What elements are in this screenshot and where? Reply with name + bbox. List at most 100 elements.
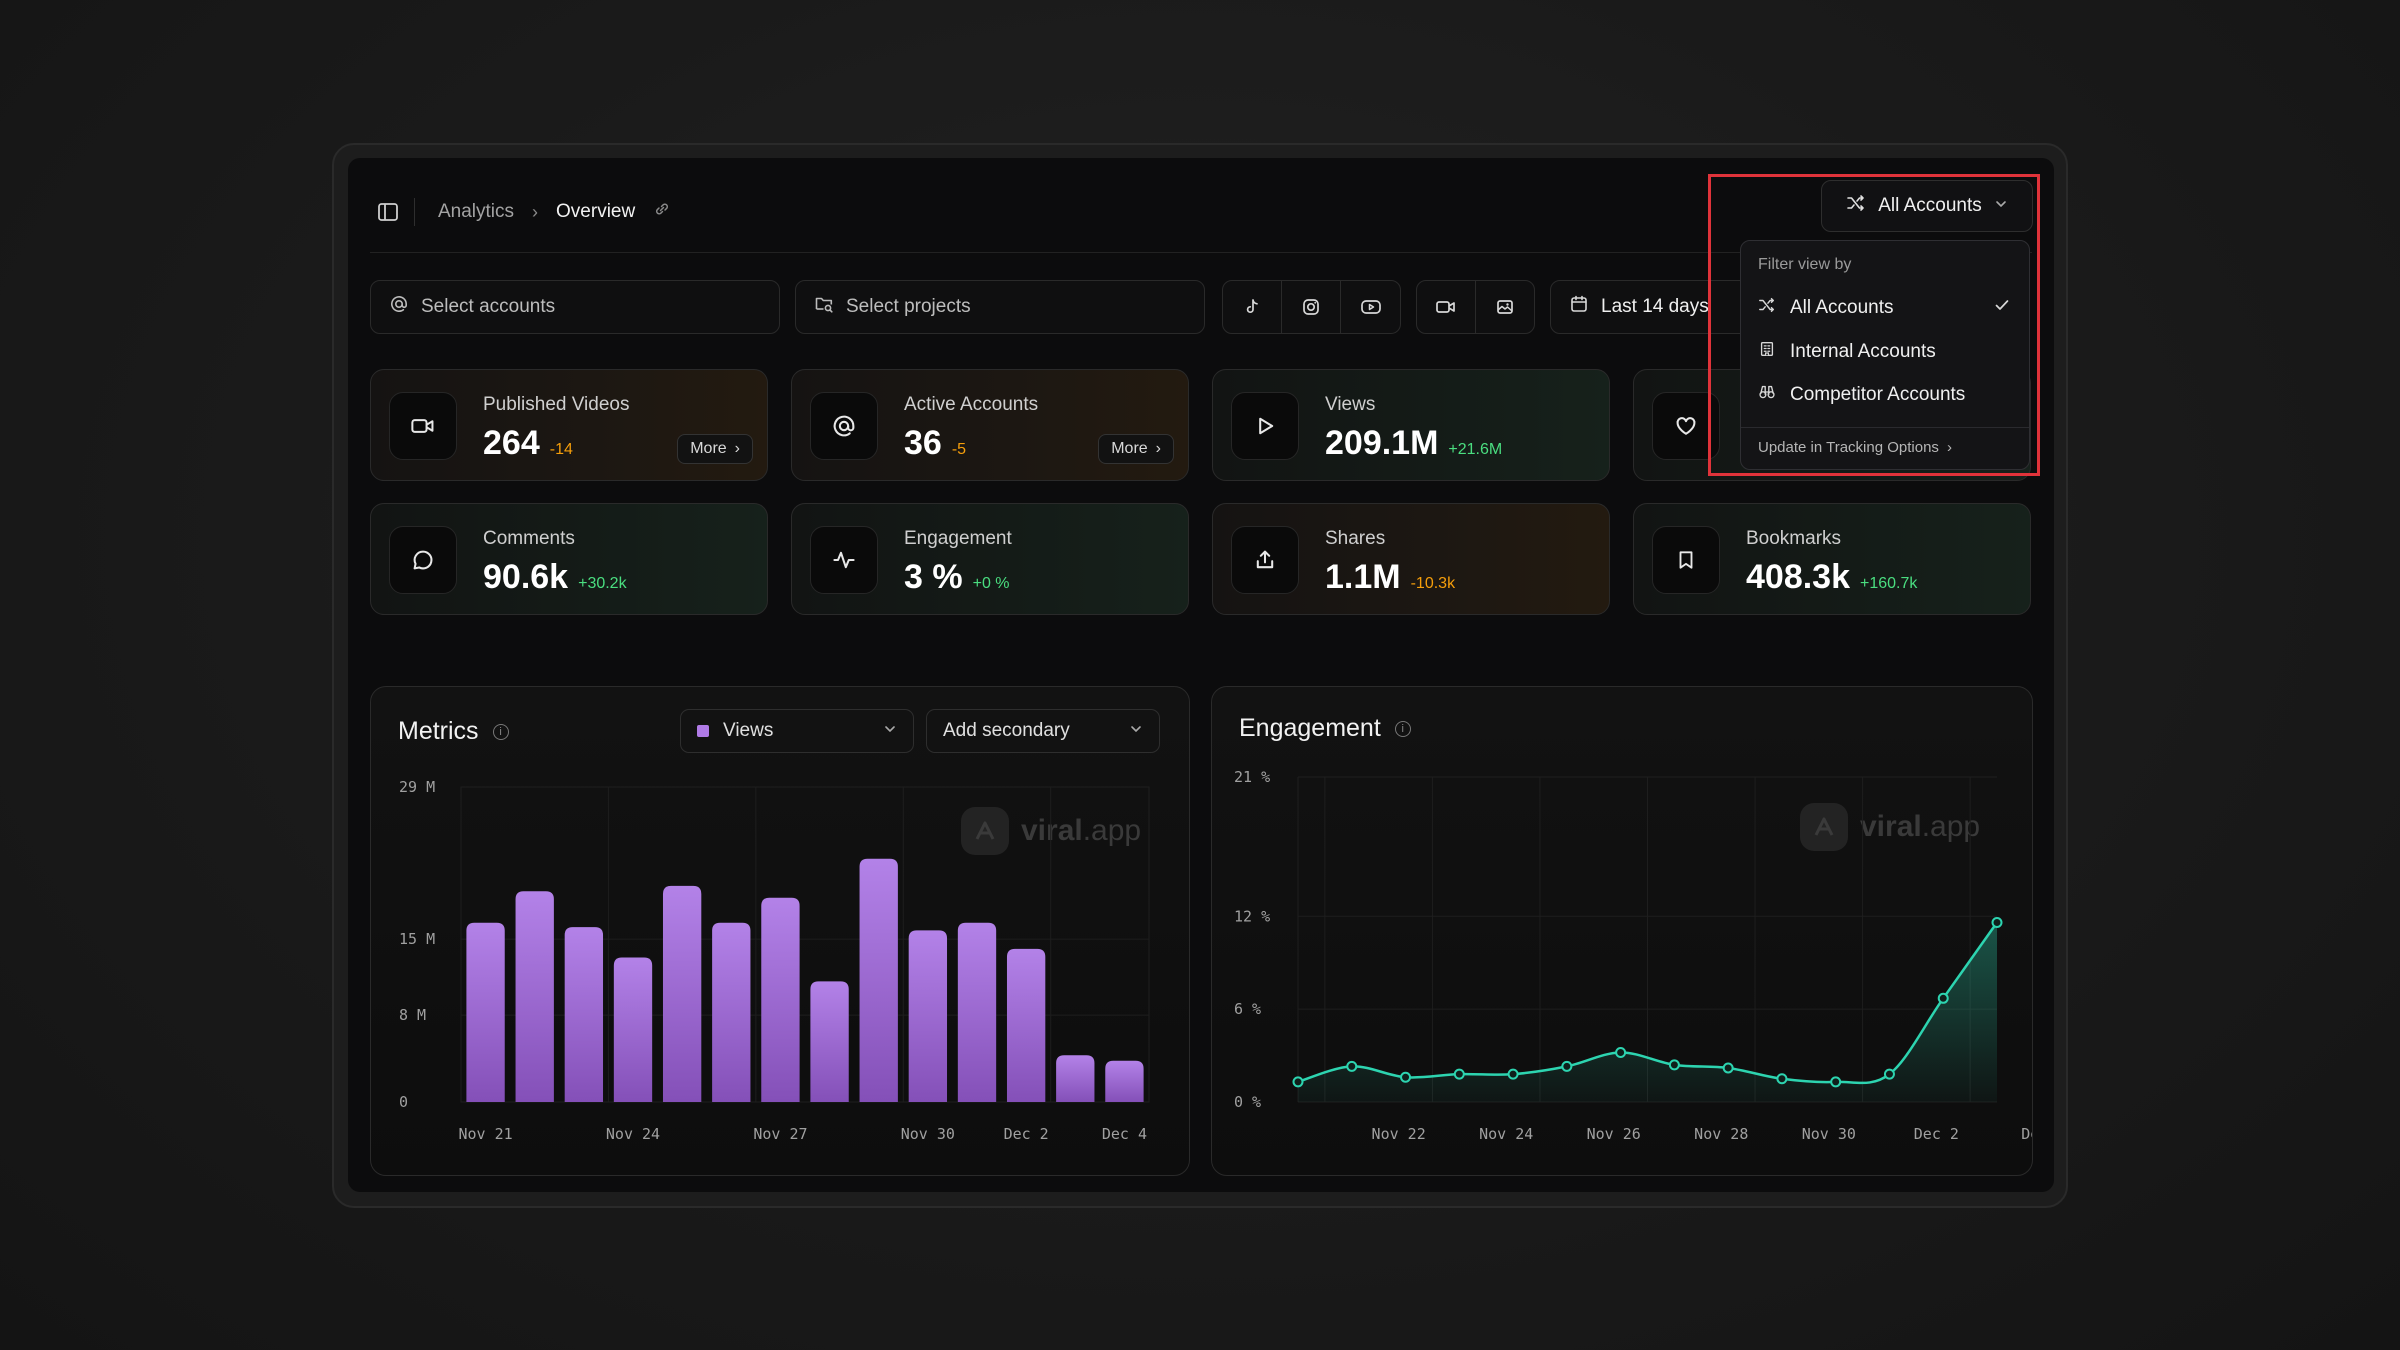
- instagram-icon[interactable]: [1282, 281, 1341, 333]
- calendar-icon: [1569, 294, 1589, 320]
- x-tick-label: Dec 2: [1914, 1125, 1959, 1143]
- stat-label: Engagement: [904, 528, 1012, 549]
- x-tick-label: Dec 2: [1004, 1125, 1049, 1143]
- y-tick-label: 8 M: [399, 1006, 426, 1024]
- engagement-title-row: Engagement i: [1239, 714, 1411, 743]
- secondary-metric-label: Add secondary: [943, 720, 1070, 741]
- accounts-filter-label: All Accounts: [1878, 195, 1982, 216]
- data-point: [1615, 1046, 1627, 1058]
- series-color-swatch: [697, 725, 709, 737]
- metrics-panel: Metrics i Views Add secondary viral.app …: [370, 686, 1190, 1176]
- bar: [908, 930, 948, 1102]
- bar: [662, 885, 702, 1102]
- secondary-metric-select[interactable]: Add secondary: [926, 709, 1160, 753]
- content-type-filter: [1416, 280, 1535, 334]
- shuffle-icon: [1758, 296, 1776, 320]
- stat-label: Views: [1325, 394, 1376, 415]
- info-icon[interactable]: i: [1394, 720, 1411, 737]
- y-tick-label: 0 %: [1234, 1093, 1261, 1111]
- more-button[interactable]: More ›: [677, 434, 753, 464]
- bar: [1006, 948, 1046, 1102]
- menu-item-all-accounts[interactable]: All Accounts: [1741, 288, 2029, 328]
- watermark-bold: viral: [1860, 810, 1922, 843]
- select-projects-input[interactable]: Select projects: [795, 280, 1205, 334]
- date-range-select[interactable]: Last 14 days: [1550, 280, 1750, 334]
- watermark-light: .app: [1082, 814, 1142, 847]
- stat-value: 209.1M: [1325, 424, 1439, 462]
- comment-icon: [389, 526, 457, 594]
- activity-icon: [810, 526, 878, 594]
- stat-card-bookmarks: Bookmarks 408.3k +160.7k: [1633, 503, 2031, 615]
- primary-metric-select[interactable]: Views: [680, 709, 914, 753]
- bar: [761, 897, 800, 1102]
- platform-filter: [1222, 280, 1401, 334]
- images-icon[interactable]: [1476, 281, 1535, 333]
- stat-label: Bookmarks: [1746, 528, 1842, 549]
- breadcrumb: Analytics › Overview: [438, 200, 671, 224]
- data-point: [1776, 1073, 1788, 1085]
- menu-divider: [1741, 427, 2029, 428]
- breadcrumb-analytics[interactable]: Analytics: [438, 201, 515, 222]
- info-icon[interactable]: i: [492, 723, 509, 740]
- youtube-icon[interactable]: [1341, 281, 1400, 333]
- y-tick-label: 12 %: [1234, 907, 1270, 925]
- stat-value: 3 %: [904, 558, 963, 596]
- bookmark-icon: [1652, 526, 1720, 594]
- bar: [515, 891, 554, 1102]
- y-tick-label: 6 %: [1234, 1000, 1261, 1018]
- stat-label: Published Videos: [483, 394, 630, 415]
- data-point: [1400, 1071, 1412, 1083]
- stat-card-published-videos: Published Videos 264 -14 More ›: [370, 369, 768, 481]
- stat-value: 1.1M: [1325, 558, 1401, 596]
- stat-delta: +0 %: [972, 575, 1010, 592]
- bar: [810, 981, 849, 1102]
- play-icon: [1231, 392, 1299, 460]
- tiktok-icon[interactable]: [1223, 281, 1282, 333]
- breadcrumb-overview[interactable]: Overview: [556, 201, 636, 222]
- stat-value: 408.3k: [1746, 558, 1850, 596]
- engagement-area-chart: 0 % 6 % 12 % 21 % Nov 22 Nov 24 Nov 26 Nov 28 No…: [1234, 768, 2033, 1143]
- bar: [859, 858, 898, 1102]
- stat-card-active-accounts: Active Accounts 36 -5 More ›: [791, 369, 1189, 481]
- menu-item-competitor-accounts[interactable]: Competitor Accounts: [1741, 375, 2029, 415]
- menu-item-internal-accounts[interactable]: Internal Accounts: [1741, 332, 2029, 372]
- panel-title: Metrics: [398, 717, 479, 745]
- more-button[interactable]: More ›: [1098, 434, 1174, 464]
- stat-card-comments: Comments 90.6k +30.2k: [370, 503, 768, 615]
- more-button-label: More: [1111, 440, 1148, 457]
- menu-item-label: Internal Accounts: [1790, 341, 1936, 362]
- data-point: [1346, 1060, 1358, 1072]
- data-point: [1937, 992, 1949, 1004]
- highlight-box: [1708, 174, 2040, 476]
- building-icon: [1758, 340, 1776, 364]
- stat-label: Shares: [1325, 528, 1386, 549]
- stat-card-engagement: Engagement 3 % +0 %: [791, 503, 1189, 615]
- y-tick-label: 15 M: [399, 930, 435, 948]
- select-projects-placeholder: Select projects: [846, 296, 971, 317]
- link-icon[interactable]: [653, 200, 671, 224]
- chevron-down-icon: [1994, 195, 2008, 217]
- stat-delta: -14: [549, 441, 573, 458]
- accounts-filter-button[interactable]: All Accounts: [1821, 180, 2033, 232]
- x-tick-label: Nov 26: [1587, 1125, 1641, 1143]
- stat-card-shares: Shares 1.1M -10.3k: [1212, 503, 1610, 615]
- data-point: [1668, 1059, 1680, 1071]
- area-fill: [1298, 922, 1997, 1102]
- bar: [957, 922, 997, 1102]
- viral-logo-icon: [961, 807, 1009, 855]
- tracking-options-label: Update in Tracking Options: [1758, 439, 1939, 456]
- stat-label: Comments: [483, 528, 575, 549]
- x-tick-label: Nov 21: [458, 1125, 512, 1143]
- stat-value: 90.6k: [483, 558, 569, 596]
- at-icon: [389, 294, 409, 320]
- data-point: [1507, 1068, 1519, 1080]
- x-tick-label: Nov 30: [901, 1125, 955, 1143]
- sidebar-toggle-icon[interactable]: [374, 198, 402, 226]
- x-tick-label: Nov 22: [1372, 1125, 1426, 1143]
- tracking-options-link[interactable]: Update in Tracking Options ›: [1758, 439, 1952, 456]
- video-icon[interactable]: [1417, 281, 1476, 333]
- x-tick-label: Dec 4: [2021, 1125, 2033, 1143]
- plot-area: [460, 786, 1150, 1103]
- select-accounts-input[interactable]: Select accounts: [370, 280, 780, 334]
- more-button-label: More: [690, 440, 727, 457]
